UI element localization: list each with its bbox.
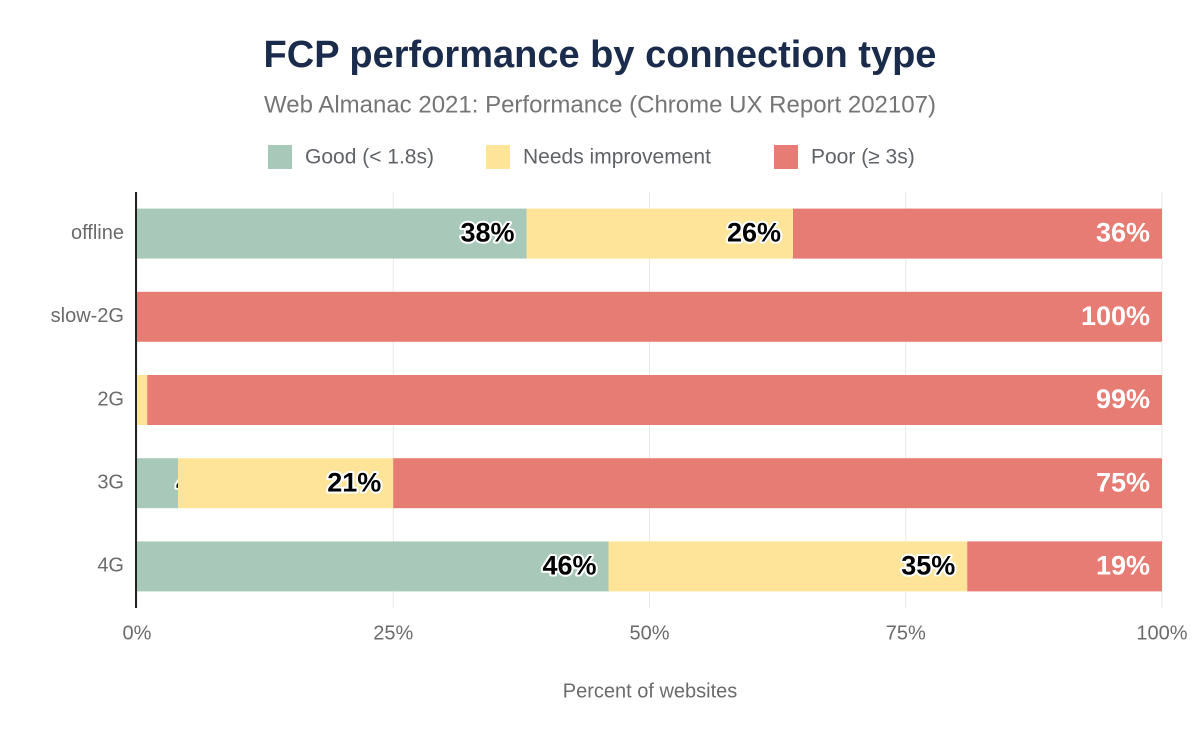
bar-segment: [137, 208, 527, 259]
y-tick-label: slow-2G: [51, 305, 124, 327]
bar-segment: [137, 375, 148, 425]
value-label: 99%: [1096, 384, 1150, 414]
value-label: 19%: [1096, 551, 1150, 581]
value-label: 26%: [727, 218, 781, 248]
x-tick-label: 0%: [123, 622, 152, 644]
value-label: 36%: [1096, 218, 1150, 248]
bar-segment: [137, 291, 1162, 342]
value-label: 100%: [1081, 301, 1150, 331]
y-tick-label: 4G: [97, 555, 124, 577]
x-tick-label: 100%: [1136, 622, 1187, 644]
y-tick-label: 3G: [97, 471, 124, 493]
bar-segment: [147, 375, 1162, 425]
value-label: 38%: [460, 218, 514, 248]
value-label: 35%: [901, 551, 955, 581]
legend-swatch: [268, 145, 292, 169]
x-axis-title: Percent of websites: [563, 680, 738, 702]
x-tick-label: 50%: [629, 622, 669, 644]
legend-label: Needs improvement: [523, 146, 711, 169]
bar-segment: [608, 541, 968, 592]
chart-subtitle: Web Almanac 2021: Performance (Chrome UX…: [264, 91, 936, 118]
bar-segment: [137, 458, 178, 509]
bar-segment: [393, 458, 1162, 509]
bar-segment: [967, 541, 1162, 592]
value-label: 21%: [327, 467, 381, 497]
value-label: 75%: [1096, 467, 1150, 497]
value-label: 46%: [542, 551, 596, 581]
bar-segment: [793, 208, 1162, 259]
legend-label: Good (< 1.8s): [305, 146, 434, 169]
legend-label: Poor (≥ 3s): [811, 146, 915, 169]
chart-title: FCP performance by connection type: [264, 34, 937, 76]
legend-swatch: [774, 145, 798, 169]
x-tick-label: 75%: [886, 622, 926, 644]
x-tick-label: 25%: [373, 622, 413, 644]
bar-segment: [137, 541, 609, 592]
y-tick-label: offline: [71, 222, 124, 244]
bar-segment: [178, 458, 394, 509]
y-tick-label: 2G: [97, 388, 124, 410]
legend-swatch: [486, 145, 510, 169]
bar-segment: [526, 208, 793, 259]
